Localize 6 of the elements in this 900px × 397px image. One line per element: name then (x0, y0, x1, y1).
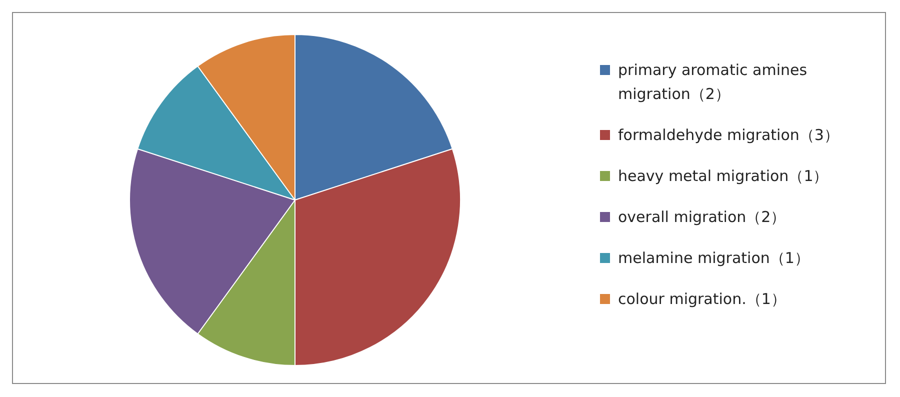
legend-label: overall migration（2） (618, 207, 786, 228)
legend-label: heavy metal migration（1） (618, 166, 828, 187)
legend-label: melamine migration（1） (618, 248, 810, 269)
legend-label: formaldehyde migration（3） (618, 125, 839, 146)
legend-label: primary aromatic amines migration（2） (618, 60, 808, 105)
legend-label: colour migration.（1） (618, 289, 786, 310)
